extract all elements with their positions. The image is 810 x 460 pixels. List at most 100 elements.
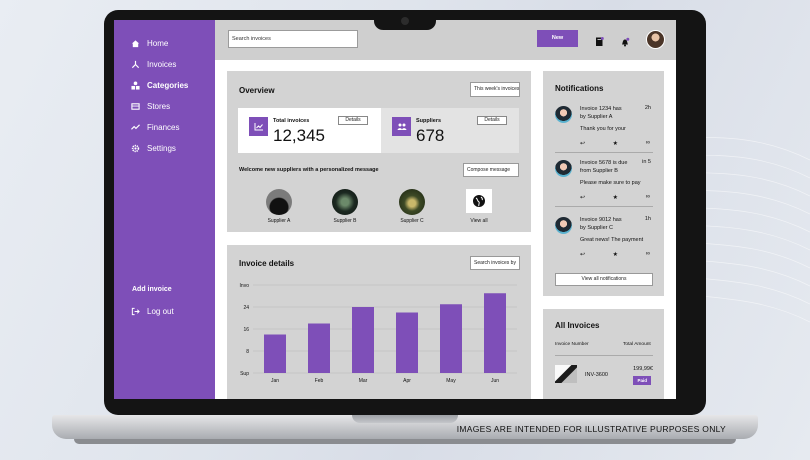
all-invoices-title: All Invoices: [555, 321, 600, 330]
y-tick-label: 8: [246, 349, 249, 355]
reply-icon[interactable]: ↩: [580, 141, 586, 147]
table-row[interactable]: INV-3600 199,99€ Paid: [555, 361, 653, 391]
compose-message-button[interactable]: Compose message: [463, 163, 519, 177]
view-all-suppliers[interactable]: View all: [459, 189, 499, 224]
reply-icon[interactable]: ↩: [580, 195, 586, 201]
supplier-a[interactable]: Supplier A: [259, 189, 299, 224]
add-invoice-button[interactable]: Add invoice: [132, 286, 172, 293]
link-icon[interactable]: ∞: [645, 194, 650, 200]
suppliers-label: Suppliers: [416, 118, 442, 124]
x-tick-label: Feb: [315, 378, 324, 384]
sidebar-item-categories[interactable]: Categories: [130, 80, 188, 90]
suppliers-card: Suppliers 678 Details: [381, 108, 519, 153]
bar: [264, 334, 286, 373]
sidebar-item-settings[interactable]: Settings: [130, 143, 176, 153]
notification-body: Thank you for your: [580, 126, 626, 132]
notification-from: from Supplier B: [580, 168, 618, 174]
column-header-invoice-number: Invoice Number: [555, 342, 589, 347]
sidebar-item-finances[interactable]: Finances: [130, 122, 179, 132]
link-icon[interactable]: ∞: [645, 140, 650, 146]
sidebar-item-label: Stores: [147, 101, 171, 111]
divider: [555, 355, 653, 356]
date-range-select[interactable]: This week's invoices: [470, 82, 520, 97]
supplier-a-avatar: [266, 189, 292, 215]
star-icon[interactable]: ★: [612, 195, 619, 201]
users-icon: [392, 117, 411, 136]
supplier-name: Supplier B: [333, 218, 357, 224]
sidebar-item-label: Invoices: [147, 59, 177, 69]
bell-icon[interactable]: [620, 34, 630, 47]
x-tick-label: Jan: [271, 378, 279, 384]
invoice-amount: 199,99€: [633, 366, 653, 372]
welcome-message: Welcome new suppliers with a personalize…: [239, 167, 379, 173]
y-tick-label: 24: [243, 305, 249, 311]
notification-time: 2h: [644, 105, 651, 111]
y-tick-label: Invo: [240, 283, 250, 289]
new-button[interactable]: New: [537, 30, 578, 47]
laptop-base-opening: [352, 415, 458, 423]
notification-avatar: [555, 217, 572, 234]
view-all-label: View all: [470, 218, 488, 224]
supplier-b[interactable]: Supplier B: [325, 189, 365, 224]
camera-icon: [401, 17, 409, 25]
sidebar-item-label: Categories: [147, 80, 189, 90]
invoice-details-title: Invoice details: [239, 259, 295, 268]
globe-icon: [466, 189, 492, 213]
sidebar-item-label: Settings: [147, 143, 176, 153]
bar: [440, 304, 462, 373]
notification-body: Great news! The payment: [580, 237, 644, 243]
search-input[interactable]: Search invoices: [228, 30, 358, 48]
invoice-number: INV-3600: [585, 372, 608, 378]
suppliers-details-button[interactable]: Details: [477, 116, 507, 125]
sidebar-item-invoices[interactable]: Invoices: [130, 59, 176, 69]
supplier-b-avatar: [332, 189, 358, 215]
star-icon[interactable]: ★: [612, 141, 619, 147]
x-tick-label: Mar: [359, 378, 368, 384]
notification-time: in 5: [642, 159, 651, 165]
notification-item[interactable]: Invoice 9012 has by Supplier C 1h Great n…: [555, 216, 651, 258]
supplier-c[interactable]: Supplier C: [392, 189, 432, 224]
invoices-icon: [130, 59, 140, 69]
total-invoices-details-button[interactable]: Details: [338, 116, 368, 125]
status-badge: Paid: [633, 376, 651, 385]
supplier-name: Supplier C: [400, 218, 424, 224]
notification-item[interactable]: Invoice 1234 has by Supplier A 2h Thank y…: [555, 105, 651, 147]
logout-icon: [130, 306, 140, 316]
notification-time: 1h: [644, 216, 651, 222]
document-icon[interactable]: [595, 34, 605, 46]
bar: [308, 323, 330, 373]
avatar[interactable]: [646, 30, 665, 49]
bar: [352, 307, 374, 373]
overview-panel: Overview This week's invoices Total invo…: [227, 71, 531, 232]
all-invoices-panel: All Invoices Invoice Number Total Amount…: [543, 309, 664, 399]
y-tick-label: 16: [243, 327, 249, 333]
sidebar-item-home[interactable]: Home: [130, 38, 168, 48]
chart-icon: [249, 117, 268, 136]
supplier-c-avatar: [399, 189, 425, 215]
star-icon[interactable]: ★: [612, 252, 619, 258]
notification-title: Invoice 5678 is due: [580, 160, 628, 166]
x-tick-label: Apr: [403, 378, 411, 384]
sidebar-item-stores[interactable]: Stores: [130, 101, 170, 111]
y-tick-label: Sup: [240, 371, 249, 377]
link-icon[interactable]: ∞: [645, 251, 650, 257]
notification-from: by Supplier A: [580, 114, 613, 120]
sidebar-item-label: Home: [147, 38, 169, 48]
reply-icon[interactable]: ↩: [580, 252, 586, 258]
invoice-details-panel: Invoice details Search invoices by Sup 8 1…: [227, 245, 531, 399]
search-invoices-by-select[interactable]: Search invoices by: [470, 256, 520, 270]
divider: [555, 152, 653, 153]
bar: [396, 312, 418, 373]
notification-item[interactable]: Invoice 5678 is due from Supplier B in 5 …: [555, 159, 651, 201]
supplier-name: Supplier A: [267, 218, 291, 224]
notifications-panel: Notifications Invoice 1234 has by Supplie…: [543, 71, 664, 296]
x-tick-label: Jun: [491, 378, 499, 384]
overview-title: Overview: [239, 86, 275, 95]
bar: [484, 293, 506, 373]
notification-avatar: [555, 106, 572, 123]
notification-from: by Supplier C: [580, 225, 614, 231]
logout-button[interactable]: Log out: [130, 306, 174, 316]
view-all-notifications-button[interactable]: View all notifications: [555, 273, 653, 286]
total-invoices-label: Total invoices: [273, 118, 310, 124]
app-screen: Home Invoices Categories Stores Finances…: [114, 20, 676, 399]
